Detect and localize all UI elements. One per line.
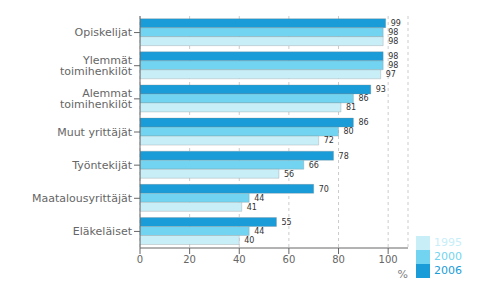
svg-text:70: 70 — [319, 185, 329, 194]
svg-text:86: 86 — [358, 94, 368, 103]
svg-text:80: 80 — [332, 254, 345, 265]
svg-text:98: 98 — [388, 52, 398, 61]
svg-text:41: 41 — [247, 203, 257, 212]
svg-text:20: 20 — [183, 254, 196, 265]
svg-text:Alemmattoimihenkilöt: Alemmattoimihenkilöt — [60, 87, 133, 111]
svg-text:Maatalousyrittäjät: Maatalousyrittäjät — [32, 192, 133, 205]
html-text:2006: 2006 — [434, 264, 462, 277]
svg-text:Eläkeläiset: Eläkeläiset — [73, 225, 133, 238]
svg-text:%: % — [398, 268, 408, 281]
svg-text:86: 86 — [358, 118, 368, 127]
svg-text:Työntekijät: Työntekijät — [71, 159, 133, 172]
svg-text:40: 40 — [233, 254, 246, 265]
svg-text:66: 66 — [309, 161, 319, 170]
svg-text:78: 78 — [339, 152, 349, 161]
svg-text:0: 0 — [137, 254, 143, 265]
svg-text:98: 98 — [388, 37, 398, 46]
svg-text:44: 44 — [254, 194, 264, 203]
svg-text:99: 99 — [391, 19, 401, 28]
svg-text:Ylemmättoimihenkilöt: Ylemmättoimihenkilöt — [60, 54, 133, 78]
svg-text:98: 98 — [388, 61, 398, 70]
svg-text:97: 97 — [386, 70, 396, 79]
svg-text:98: 98 — [388, 28, 398, 37]
svg-text:40: 40 — [244, 236, 254, 245]
svg-text:55: 55 — [281, 218, 291, 227]
svg-text:60: 60 — [283, 254, 296, 265]
html-text:1995: 1995 — [434, 236, 462, 249]
svg-text:Opiskelijat: Opiskelijat — [75, 26, 133, 39]
svg-text:93: 93 — [376, 85, 386, 94]
svg-text:72: 72 — [324, 136, 334, 145]
svg-text:81: 81 — [346, 103, 356, 112]
svg-text:100: 100 — [379, 254, 398, 265]
svg-text:44: 44 — [254, 227, 264, 236]
html-text:2000: 2000 — [434, 250, 462, 263]
svg-text:80: 80 — [344, 127, 354, 136]
svg-text:Muut yrittäjät: Muut yrittäjät — [57, 126, 132, 139]
svg-text:56: 56 — [284, 170, 294, 179]
